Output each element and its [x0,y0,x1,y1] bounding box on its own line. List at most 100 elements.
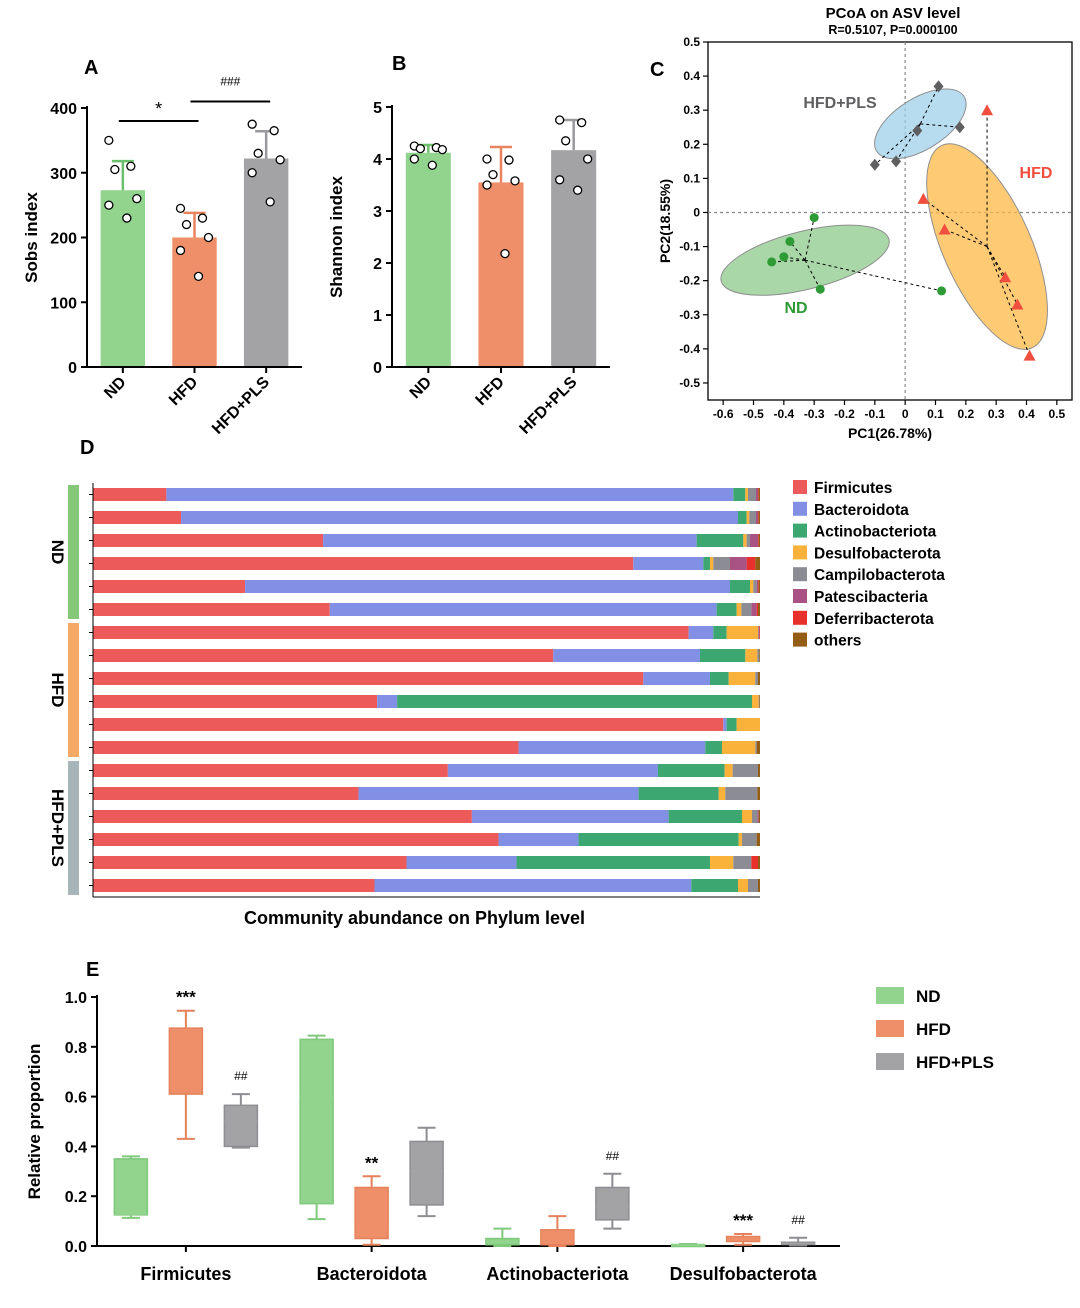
panel-a-sig-label: * [155,99,162,119]
panel-b-bar [551,150,597,367]
panel-d-segment [753,580,757,593]
panel-d-segment [93,741,519,754]
panel-label-e: E [86,959,99,981]
panel-a-datapoint [247,168,257,178]
panel-a-xtick-label: ND [101,374,129,402]
panel-d-segment [757,534,759,547]
panel-d-segment [751,810,758,823]
panel-c-xtick-label: -0.3 [804,407,825,421]
panel-d-segment [498,833,579,846]
panel-c-xtick-label: -0.2 [834,407,855,421]
panel-d-segment [726,718,737,731]
panel-d-segment [758,488,760,501]
panel-c-point [779,252,789,262]
panel-d-phylum-stacked-chart: ND HFD HFD+PLS Community abundance on Phylu… [48,480,945,928]
panel-d-segment [724,764,733,777]
panel-a-bar [172,237,217,367]
panel-d-segment [447,764,658,777]
panel-d-group-label: ND [48,540,67,565]
panel-a-xtick-label: HFD+PLS [209,374,273,438]
panel-e-box [113,1158,149,1216]
panel-d-segment [688,626,714,639]
panel-d-legend-swatch [793,523,807,538]
panel-d-segment [757,626,759,639]
panel-a-ylabel: Sobs index [22,192,41,283]
panel-b-datapoint [577,117,587,128]
panel-a-ytick-label: 200 [50,231,77,248]
panel-e-ytick-label: 0.2 [65,1189,87,1206]
panel-d-segment [755,511,758,524]
panel-e-box [540,1229,575,1246]
panel-e-legend-label: ND [916,987,941,1006]
panel-c-ytick-label: -0.3 [679,308,700,322]
panel-d-segment [638,787,719,800]
panel-d-segment [657,764,725,777]
panel-d-group-bar [68,623,79,757]
panel-d-segment [755,741,757,754]
panel-e-sig-label: ## [606,1149,620,1163]
panel-d-segment [757,672,760,685]
panel-d-segment [758,626,760,639]
panel-c-point [912,124,923,137]
panel-d-segment [756,833,760,846]
panel-c-title: PCoA on ASV level [826,5,961,22]
panel-b-bar [405,152,451,367]
panel-d-segment [751,603,757,616]
panel-c-point [815,284,825,294]
panel-e-ytick-label: 0.4 [65,1139,87,1156]
panel-d-segment [749,580,754,593]
panel-b-ylabel: Shannon index [327,176,346,298]
panel-e-xtick-label: Bacteroidota [317,1264,428,1284]
panel-c-ytick-label: 0.5 [683,35,700,49]
panel-d-segment [757,488,759,501]
panel-b-ytick-label: 1 [373,308,382,325]
panel-c-spider-line [923,198,988,247]
panel-e-legend-label: HFD [916,1020,951,1039]
panel-d-segment [377,695,398,708]
panel-d-legend-label: Actinobacteriota [814,524,937,541]
panel-c-xtick-label: -0.1 [864,407,885,421]
panel-c-ytick-label: 0.2 [683,137,700,151]
panel-d-segment [759,695,760,708]
panel-e-box [409,1140,444,1206]
panel-d-group-bar [68,485,79,619]
panel-c-spider-line [986,246,1018,305]
panel-e-legend-label: HFD+PLS [916,1053,994,1072]
panel-d-segment [758,534,760,547]
panel-c-spider-line [874,123,921,166]
panel-e-sig-label: ## [234,1069,248,1083]
panel-a-datapoint [275,155,285,165]
panel-d-segment [757,879,760,892]
panel-b-shannon-chart: 0 1 2 3 4 5 ND HFD HFD+PLS Shannon index [327,100,610,438]
panel-c-spider-line [804,217,815,261]
panel-d-segment [725,787,758,800]
panel-b-ytick-label: 4 [373,152,382,169]
panel-c-spider-line [920,123,960,128]
panel-c-ytick-label: -0.1 [679,240,700,254]
panel-d-group-bar [68,761,79,895]
panel-c-ytick-label: -0.4 [679,342,700,356]
panel-c-point [937,286,947,296]
panel-d-segment [716,603,737,616]
panel-e-legend-swatch [876,1053,904,1070]
panel-b-ytick-label: 5 [373,100,382,117]
panel-d-segment [406,856,517,869]
panel-e-ytick-label: 1.0 [65,990,87,1007]
panel-d-legend-label: Firmicutes [814,480,892,497]
panel-d-segment [93,511,182,524]
panel-d-legend-label: Patescibacteria [814,589,928,606]
panel-a-ytick-label: 100 [50,295,77,312]
panel-c-ytick-label: 0.4 [683,69,700,83]
panel-b-datapoint [437,144,447,155]
panel-d-segment [757,764,760,777]
panel-c-point [999,271,1012,283]
panel-d-segment [93,695,378,708]
panel-d-legend-label: Bacteroidota [814,502,909,519]
panel-e-ytick-label: 0.6 [65,1090,87,1107]
panel-b-datapoint [500,248,510,259]
panel-a-datapoint [175,245,186,256]
panel-e-box [168,1027,204,1095]
panel-d-legend-swatch [793,632,807,647]
panel-b-datapoint [510,176,520,186]
panel-d-segment [397,695,752,708]
